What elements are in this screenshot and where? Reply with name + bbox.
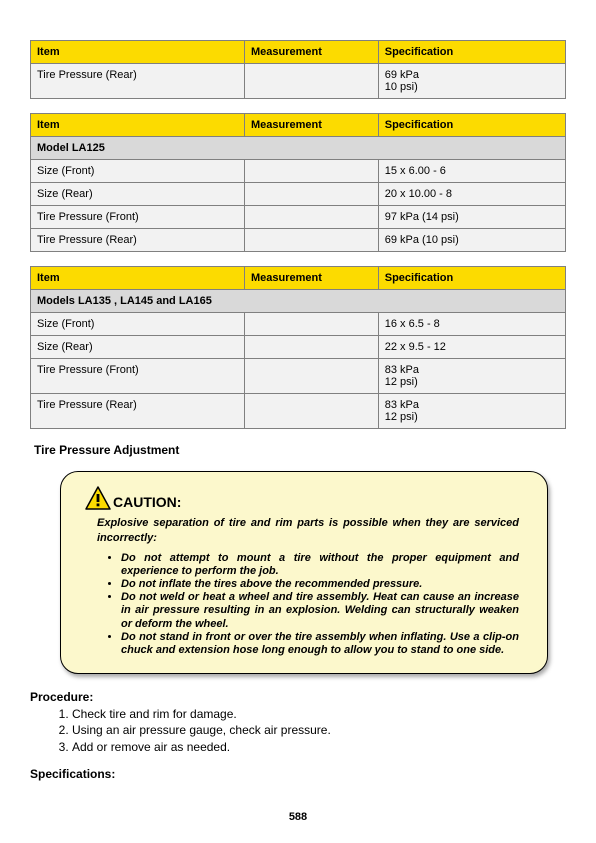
table-body: Models LA135 , LA145 and LA165	[31, 290, 566, 313]
table-row: Size (Rear) 22 x 9.5 - 12	[31, 336, 566, 359]
col-specification: Specification	[378, 114, 565, 137]
procedure-list: Check tire and rim for damage.Using an a…	[30, 706, 566, 755]
table-cell: Size (Front)	[31, 313, 245, 336]
caution-label: CAUTION:	[113, 494, 181, 510]
table-cell: Tire Pressure (Front)	[31, 359, 245, 394]
table-row: Tire Pressure (Front) 97 kPa (14 psi)	[31, 206, 566, 229]
table-cell: Tire Pressure (Rear)	[31, 64, 245, 99]
table-row: Tire Pressure (Rear) 69 kPa (10 psi)	[31, 229, 566, 252]
table-cell	[245, 183, 379, 206]
col-item: Item	[31, 41, 245, 64]
table-row: Size (Rear) 20 x 10.00 - 8	[31, 183, 566, 206]
spec-table-1: Item Measurement Specification Tire Pres…	[30, 40, 566, 99]
list-item: Do not inflate the tires above the recom…	[121, 578, 519, 591]
caution-heading: CAUTION:	[85, 486, 523, 510]
spec-table-2: Item Measurement Specification Model LA1…	[30, 113, 566, 252]
table-row: Tire Pressure (Front) 83 kPa12 psi)	[31, 359, 566, 394]
table-cell: Tire Pressure (Rear)	[31, 229, 245, 252]
list-item: Do not attempt to mount a tire without t…	[121, 552, 519, 578]
col-measurement: Measurement	[245, 41, 379, 64]
col-measurement: Measurement	[245, 114, 379, 137]
table-cell	[245, 64, 379, 99]
table-cell: 20 x 10.00 - 8	[378, 183, 565, 206]
table-subhead-row: Models LA135 , LA145 and LA165	[31, 290, 566, 313]
table-cell: Size (Front)	[31, 160, 245, 183]
table-cell	[245, 206, 379, 229]
table-header-row: Item Measurement Specification	[31, 267, 566, 290]
page-number: 588	[30, 811, 566, 823]
table-row: Tire Pressure (Rear) 83 kPa12 psi)	[31, 394, 566, 429]
table-cell: Size (Rear)	[31, 183, 245, 206]
table-cell: Size (Rear)	[31, 336, 245, 359]
table-cell: 97 kPa (14 psi)	[378, 206, 565, 229]
table-cell: 15 x 6.00 - 6	[378, 160, 565, 183]
procedure-heading: Procedure:	[30, 690, 566, 704]
table-row: Tire Pressure (Rear) 69 kPa10 psi)	[31, 64, 566, 99]
table-subhead: Model LA125	[31, 137, 566, 160]
table-cell: Tire Pressure (Rear)	[31, 394, 245, 429]
list-item: Using an air pressure gauge, check air p…	[72, 722, 566, 738]
list-item: Add or remove air as needed.	[72, 739, 566, 755]
table-cell: 69 kPa (10 psi)	[378, 229, 565, 252]
table-cell	[245, 394, 379, 429]
table-body-rows: Size (Front) 16 x 6.5 - 8 Size (Rear) 22 x …	[31, 313, 566, 429]
table-header-row: Item Measurement Specification	[31, 41, 566, 64]
col-item: Item	[31, 267, 245, 290]
col-specification: Specification	[378, 41, 565, 64]
caution-intro: Explosive separation of tire and rim par…	[97, 516, 519, 546]
caution-bullet-list: Do not attempt to mount a tire without t…	[97, 552, 519, 658]
col-measurement: Measurement	[245, 267, 379, 290]
caution-box: CAUTION: Explosive separation of tire an…	[60, 471, 548, 674]
table-cell: 83 kPa12 psi)	[378, 394, 565, 429]
section-title: Tire Pressure Adjustment	[34, 443, 566, 457]
caution-body: Explosive separation of tire and rim par…	[85, 516, 523, 657]
table-subhead: Models LA135 , LA145 and LA165	[31, 290, 566, 313]
table-cell	[245, 313, 379, 336]
specifications-heading: Specifications:	[30, 767, 566, 781]
list-item: Do not stand in front or over the tire a…	[121, 631, 519, 657]
table-cell	[245, 160, 379, 183]
spec-table-3: Item Measurement Specification Models LA…	[30, 266, 566, 429]
table-subhead-row: Model LA125	[31, 137, 566, 160]
table-body-rows: Size (Front) 15 x 6.00 - 6 Size (Rear) 20 x…	[31, 160, 566, 252]
warning-icon	[85, 486, 111, 510]
table-cell	[245, 336, 379, 359]
table-cell: 22 x 9.5 - 12	[378, 336, 565, 359]
document-page: Item Measurement Specification Tire Pres…	[0, 0, 596, 843]
col-specification: Specification	[378, 267, 565, 290]
table-body: Model LA125	[31, 137, 566, 160]
list-item: Check tire and rim for damage.	[72, 706, 566, 722]
table-cell	[245, 359, 379, 394]
list-item: Do not weld or heat a wheel and tire ass…	[121, 591, 519, 631]
col-item: Item	[31, 114, 245, 137]
table-body: Tire Pressure (Rear) 69 kPa10 psi)	[31, 64, 566, 99]
table-cell	[245, 229, 379, 252]
table-row: Size (Front) 16 x 6.5 - 8	[31, 313, 566, 336]
table-row: Size (Front) 15 x 6.00 - 6	[31, 160, 566, 183]
table-header-row: Item Measurement Specification	[31, 114, 566, 137]
table-cell: Tire Pressure (Front)	[31, 206, 245, 229]
table-cell: 69 kPa10 psi)	[378, 64, 565, 99]
table-cell: 16 x 6.5 - 8	[378, 313, 565, 336]
table-cell: 83 kPa12 psi)	[378, 359, 565, 394]
